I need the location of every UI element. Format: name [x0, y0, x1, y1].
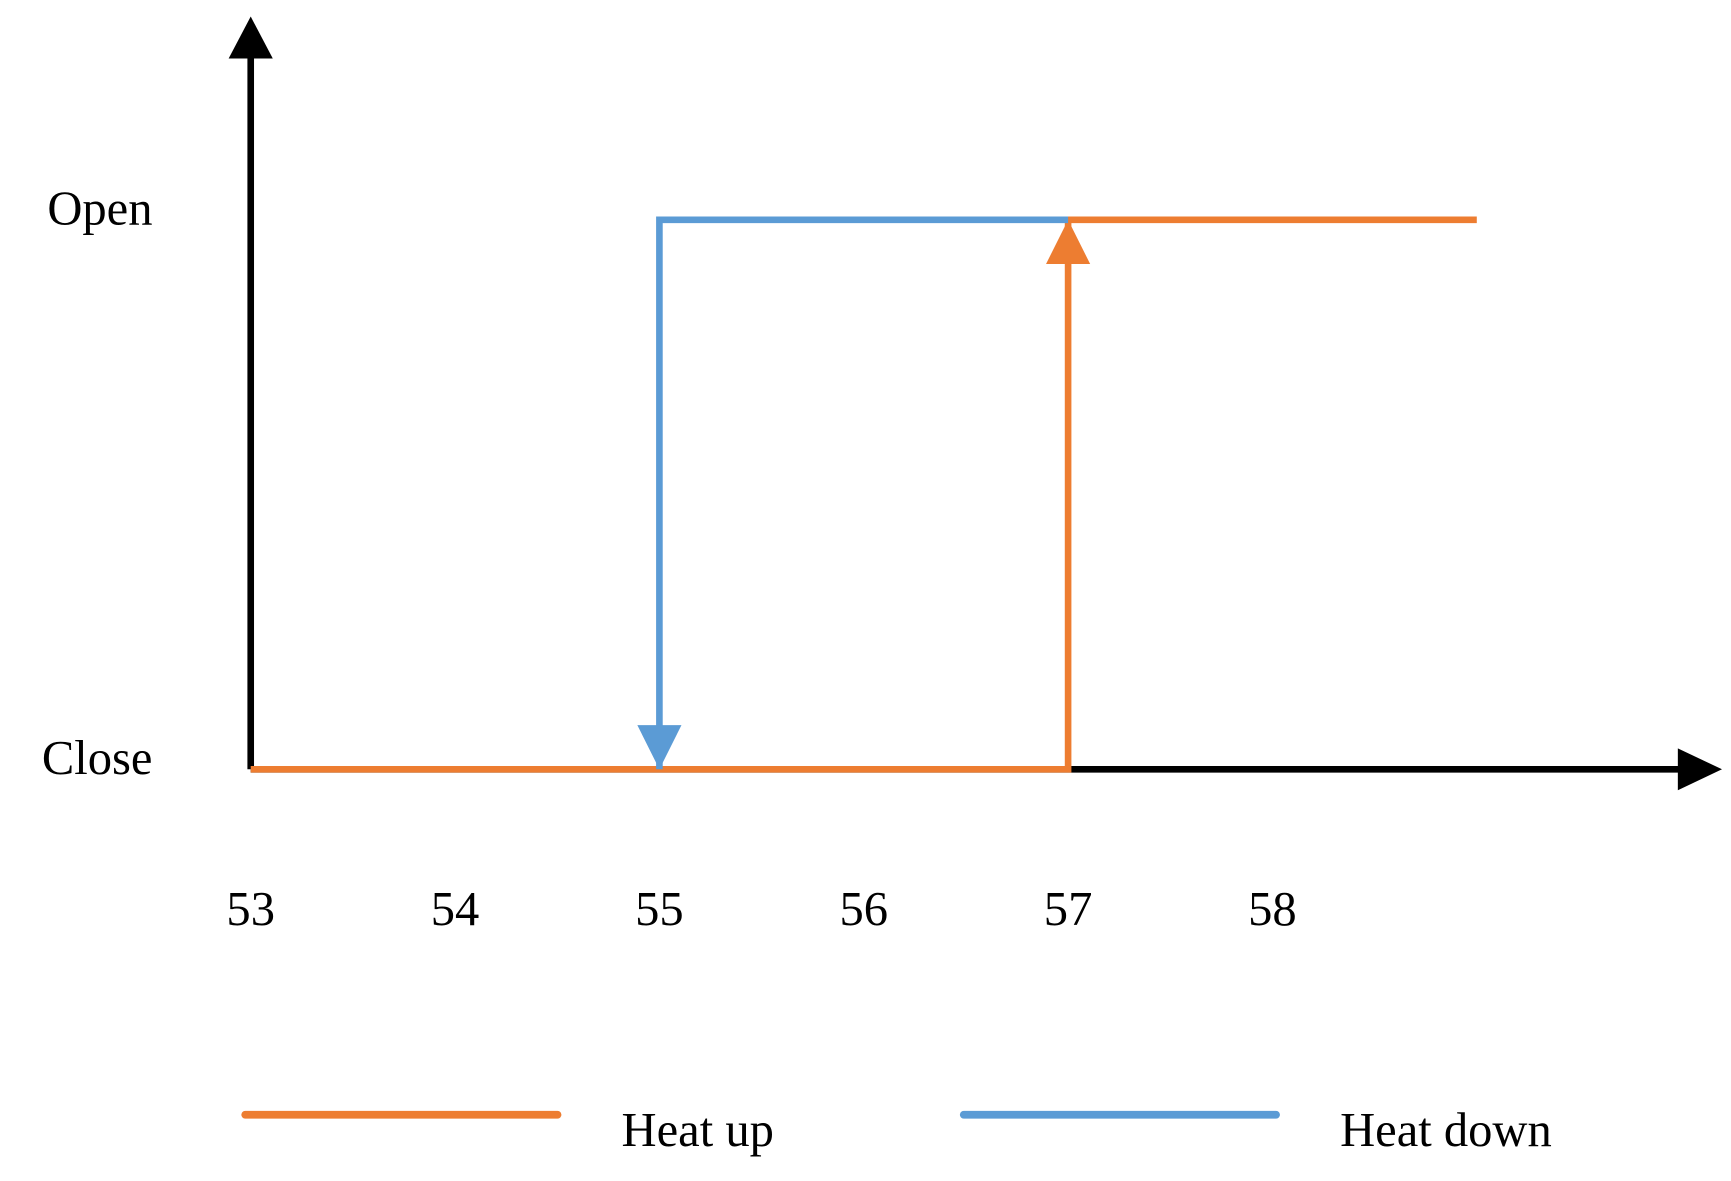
arrow-head	[637, 725, 682, 770]
y-tick-label: Close	[42, 731, 153, 785]
y-tick-label: Open	[47, 181, 152, 235]
x-tick-label: 58	[1248, 882, 1297, 936]
series-line	[656, 216, 1069, 770]
x-tick-label: 54	[431, 882, 480, 936]
legend-label: Heat up	[622, 1103, 774, 1157]
x-tick-label: 56	[839, 882, 888, 936]
x-axis-arrow	[1677, 748, 1723, 791]
x-tick-label: 53	[226, 882, 275, 936]
x-tick-label: 57	[1044, 882, 1093, 936]
series-line	[250, 216, 1477, 773]
arrow-head	[1046, 219, 1091, 265]
x-tick-label: 55	[635, 882, 684, 936]
legend-label: Heat down	[1340, 1103, 1552, 1157]
y-axis-arrow	[228, 16, 273, 59]
